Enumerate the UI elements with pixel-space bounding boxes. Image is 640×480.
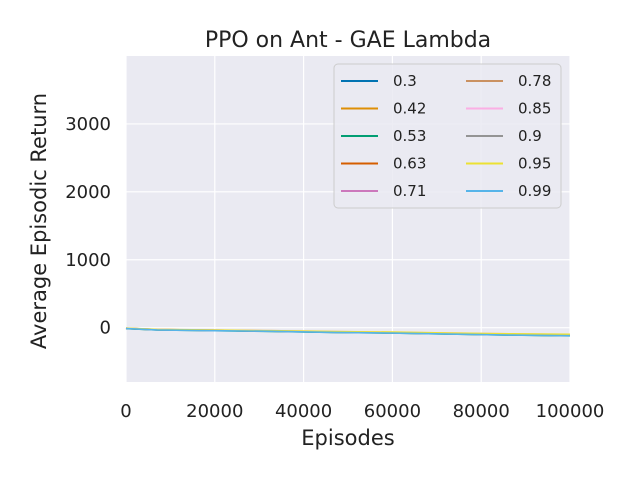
legend-label-0.85: 0.85	[518, 100, 551, 118]
legend-label-0.3: 0.3	[393, 72, 417, 90]
y-tick-label: 3000	[65, 114, 111, 135]
legend: 0.3 0.42 0.53 0.63 0.71 0.78 0.85 0.9 0.95 0.99	[333, 63, 562, 209]
legend-label-0.99: 0.99	[518, 182, 551, 200]
x-tick-label: 60000	[364, 401, 421, 422]
legend-label-0.63: 0.63	[393, 155, 426, 173]
y-tick-label: 2000	[65, 182, 111, 203]
x-tick-label: 100000	[536, 401, 605, 422]
x-axis-label: Episodes	[301, 426, 394, 450]
y-tick-label: 1000	[65, 250, 111, 271]
series-lines	[125, 327, 571, 337]
x-tick-label: 20000	[186, 401, 243, 422]
legend-label-0.78: 0.78	[518, 72, 551, 90]
legend-label-0.53: 0.53	[393, 127, 426, 145]
y-tick-label: 0	[100, 318, 111, 339]
x-tick-label: 80000	[453, 401, 510, 422]
legend-label-0.71: 0.71	[393, 182, 426, 200]
series-line-0.99	[125, 327, 571, 337]
legend-box	[333, 63, 562, 209]
x-tick-labels: 0 20000 40000 60000 80000 100000	[120, 401, 604, 422]
y-tick-labels: 0 1000 2000 3000	[65, 114, 111, 339]
legend-label-0.9: 0.9	[518, 127, 542, 145]
legend-label-0.95: 0.95	[518, 155, 551, 173]
legend-label-0.42: 0.42	[393, 100, 426, 118]
chart-title: PPO on Ant - GAE Lambda	[205, 28, 491, 53]
x-tick-label: 0	[120, 401, 131, 422]
x-tick-label: 40000	[275, 401, 332, 422]
y-axis-label: Average Episodic Return	[27, 93, 51, 349]
